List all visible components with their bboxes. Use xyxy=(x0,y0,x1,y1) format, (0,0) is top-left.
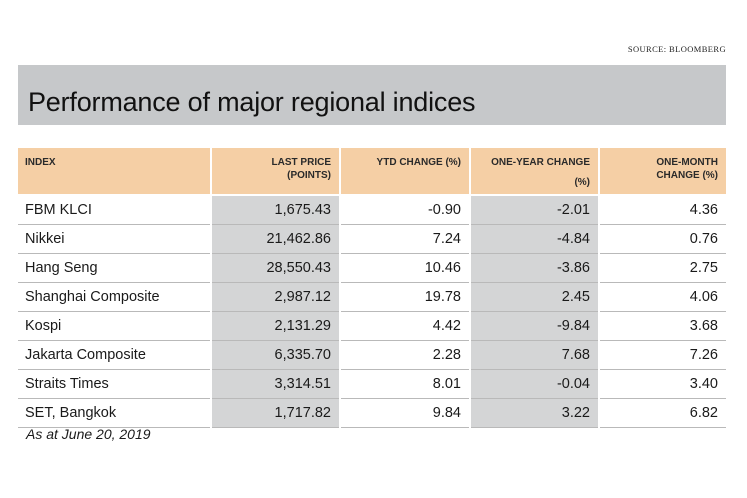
cell-one-year-change: -9.84 xyxy=(469,311,599,341)
cell-last-price: 21,462.86 xyxy=(210,224,340,254)
cell-one-month-change: 7.26 xyxy=(598,340,726,370)
cell-one-year-change: -4.84 xyxy=(469,224,599,254)
cell-index: FBM KLCI xyxy=(18,194,211,225)
cell-last-price: 2,987.12 xyxy=(210,282,340,312)
header-ytd-change: YTD CHANGE (%) xyxy=(339,148,470,195)
cell-last-price: 3,314.51 xyxy=(210,369,340,399)
cell-ytd-change: 8.01 xyxy=(339,369,470,399)
cell-one-month-change: 6.82 xyxy=(598,398,726,428)
footnote: As at June 20, 2019 xyxy=(26,426,151,442)
table-row: Shanghai Composite 2,987.12 19.78 2.45 4… xyxy=(18,282,726,312)
cell-ytd-change: 9.84 xyxy=(339,398,470,428)
table-header-row: INDEX LAST PRICE (POINTS) YTD CHANGE (%) … xyxy=(18,148,726,195)
cell-ytd-change: 2.28 xyxy=(339,340,470,370)
header-one-year-change: ONE-YEAR CHANGE (%) xyxy=(469,148,599,195)
header-one-month-change: ONE-MONTH CHANGE (%) xyxy=(598,148,726,195)
cell-one-year-change: -2.01 xyxy=(469,194,599,225)
cell-ytd-change: 19.78 xyxy=(339,282,470,312)
cell-ytd-change: -0.90 xyxy=(339,194,470,225)
cell-one-month-change: 4.06 xyxy=(598,282,726,312)
header-last-price: LAST PRICE (POINTS) xyxy=(210,148,340,195)
cell-one-month-change: 4.36 xyxy=(598,194,726,225)
table-row: Hang Seng 28,550.43 10.46 -3.86 2.75 xyxy=(18,253,726,283)
table-row: SET, Bangkok 1,717.82 9.84 3.22 6.82 xyxy=(18,398,726,428)
header-index: INDEX xyxy=(18,148,211,195)
cell-ytd-change: 7.24 xyxy=(339,224,470,254)
cell-last-price: 1,675.43 xyxy=(210,194,340,225)
cell-ytd-change: 4.42 xyxy=(339,311,470,341)
cell-index: Kospi xyxy=(18,311,211,341)
cell-one-month-change: 2.75 xyxy=(598,253,726,283)
cell-index: Shanghai Composite xyxy=(18,282,211,312)
cell-one-year-change: 2.45 xyxy=(469,282,599,312)
table-row: Kospi 2,131.29 4.42 -9.84 3.68 xyxy=(18,311,726,341)
cell-one-month-change: 0.76 xyxy=(598,224,726,254)
table-row: Straits Times 3,314.51 8.01 -0.04 3.40 xyxy=(18,369,726,399)
cell-index: Nikkei xyxy=(18,224,211,254)
cell-one-month-change: 3.68 xyxy=(598,311,726,341)
indices-table: INDEX LAST PRICE (POINTS) YTD CHANGE (%) … xyxy=(18,148,726,428)
source-credit: SOURCE: BLOOMBERG xyxy=(627,44,726,54)
cell-index: Straits Times xyxy=(18,369,211,399)
cell-index: Jakarta Composite xyxy=(18,340,211,370)
cell-last-price: 1,717.82 xyxy=(210,398,340,428)
cell-ytd-change: 10.46 xyxy=(339,253,470,283)
cell-last-price: 6,335.70 xyxy=(210,340,340,370)
title-bar: Performance of major regional indices xyxy=(18,65,726,125)
cell-one-year-change: 7.68 xyxy=(469,340,599,370)
table-row: Nikkei 21,462.86 7.24 -4.84 0.76 xyxy=(18,224,726,254)
table-row: Jakarta Composite 6,335.70 2.28 7.68 7.2… xyxy=(18,340,726,370)
table-row: FBM KLCI 1,675.43 -0.90 -2.01 4.36 xyxy=(18,194,726,225)
cell-one-year-change: -3.86 xyxy=(469,253,599,283)
cell-last-price: 2,131.29 xyxy=(210,311,340,341)
cell-last-price: 28,550.43 xyxy=(210,253,340,283)
cell-index: Hang Seng xyxy=(18,253,211,283)
cell-index: SET, Bangkok xyxy=(18,398,211,428)
page-title: Performance of major regional indices xyxy=(28,87,476,117)
cell-one-year-change: 3.22 xyxy=(469,398,599,428)
cell-one-month-change: 3.40 xyxy=(598,369,726,399)
cell-one-year-change: -0.04 xyxy=(469,369,599,399)
